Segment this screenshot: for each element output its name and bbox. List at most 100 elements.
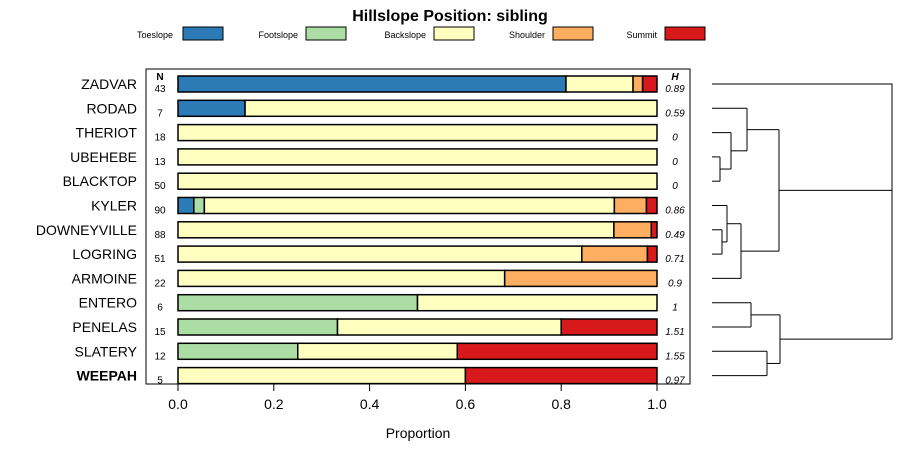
bar-row-logring (177, 245, 658, 263)
legend-label-toeslope: Toeslope (137, 30, 173, 40)
bar-segment-entero-backslope (416, 293, 658, 312)
bar-segment-slatery-summit (456, 342, 658, 361)
h-value: 0 (672, 133, 678, 144)
bar-row-rodad (177, 99, 658, 118)
h-value: 0.86 (665, 206, 685, 217)
n-header: N (156, 72, 163, 83)
bar-segment-armoine-shoulder (503, 269, 658, 288)
row-label: ENTERO (79, 295, 137, 311)
n-value: 43 (154, 84, 166, 95)
bar-segment-zadvar-shoulder (632, 75, 644, 93)
bar-segment-logring-backslope (177, 245, 583, 263)
bars (177, 75, 658, 385)
chart-title: Hillslope Position: sibling (352, 8, 548, 25)
bar-segment-theriot-backslope (177, 123, 658, 142)
x-tick-label: 0.2 (264, 396, 284, 412)
bar-segment-rodad-backslope (244, 99, 658, 118)
bar-segment-zadvar-summit (641, 75, 658, 93)
row-label: LOGRING (72, 246, 137, 262)
bar-row-armoine (177, 269, 658, 288)
legend-label-backslope: Backslope (384, 30, 426, 40)
n-value: 7 (157, 108, 163, 119)
x-axis: 0.0 0.2 0.4 0.6 0.8 1.0 (168, 384, 667, 412)
h-value: 0 (672, 157, 678, 168)
row-label: RODAD (86, 100, 137, 116)
h-header: H (671, 72, 679, 83)
n-value: 90 (154, 206, 166, 217)
h-value: 0.9 (668, 278, 682, 289)
h-value: 1.55 (665, 351, 685, 362)
bar-segment-entero-footslope (177, 293, 419, 312)
h-value: 1.51 (665, 327, 684, 338)
bar-segment-downeyville-summit (650, 221, 658, 239)
legend-swatch-footslope (305, 26, 347, 41)
bar-segment-zadvar-toeslope (177, 75, 567, 93)
bar-segment-penelas-footslope (177, 318, 339, 336)
n-value: 13 (154, 157, 166, 168)
dendrogram (712, 83, 893, 377)
x-tick-label: 0.4 (360, 396, 380, 412)
legend-label-summit: Summit (626, 30, 657, 40)
x-tick-label: 0.6 (456, 396, 476, 412)
legend-swatch-shoulder (552, 26, 594, 41)
bar-segment-logring-shoulder (581, 245, 649, 263)
bar-row-slatery (177, 342, 658, 361)
n-value: 6 (157, 303, 163, 314)
bar-segment-armoine-backslope (177, 269, 506, 288)
h-value: 0.49 (665, 230, 685, 241)
x-axis-label: Proportion (386, 425, 451, 441)
h-value: 1 (672, 303, 678, 314)
bar-segment-kyler-shoulder (613, 196, 648, 215)
legend-swatch-toeslope (182, 26, 224, 41)
row-label: UBEHEBE (70, 149, 137, 165)
legend-label-shoulder: Shoulder (509, 30, 545, 40)
row-labels: ZADVAR 43 0.89 RODAD 7 0.59 THERIOT 18 0 UBEHEBE 1… (36, 76, 685, 387)
h-value: 0 (672, 181, 678, 192)
bar-segment-logring-summit (646, 245, 658, 263)
n-value: 12 (154, 351, 166, 362)
bar-row-ubehebe (177, 148, 658, 166)
bar-segment-rodad-toeslope (177, 99, 246, 118)
x-tick-label: 1.0 (647, 396, 667, 412)
bar-row-zadvar (177, 75, 658, 93)
n-value: 22 (154, 278, 166, 289)
x-tick-label: 0.0 (168, 396, 188, 412)
bar-row-blacktop (177, 172, 658, 190)
bar-row-theriot (177, 123, 658, 142)
bar-segment-slatery-footslope (177, 342, 299, 361)
h-value: 0.89 (665, 84, 685, 95)
n-value: 88 (154, 230, 166, 241)
bar-segment-blacktop-backslope (177, 172, 658, 190)
row-label: KYLER (91, 198, 137, 214)
legend: Toeslope Footslope Backslope Shoulder Summit (137, 26, 706, 41)
row-label: PENELAS (72, 319, 137, 335)
bar-segment-kyler-toeslope (177, 196, 195, 215)
row-label: DOWNEYVILLE (36, 222, 137, 238)
n-value: 50 (154, 181, 166, 192)
bar-segment-penelas-backslope (336, 318, 562, 336)
bar-segment-downeyville-backslope (177, 221, 615, 239)
bar-segment-downeyville-shoulder (613, 221, 653, 239)
row-label: WEEPAH (77, 368, 137, 384)
h-value: 0.97 (665, 376, 685, 387)
bar-row-entero (177, 293, 658, 312)
n-value: 18 (154, 133, 166, 144)
n-value: 51 (154, 254, 166, 265)
bar-row-weepah (177, 366, 658, 385)
bar-row-kyler (177, 196, 658, 215)
row-label: SLATERY (74, 343, 137, 359)
row-label: THERIOT (76, 125, 138, 141)
bar-segment-kyler-backslope (203, 196, 616, 215)
legend-label-footslope: Footslope (258, 30, 298, 40)
row-label: ZADVAR (81, 76, 137, 92)
bar-segment-weepah-summit (464, 366, 658, 385)
legend-swatch-summit (664, 26, 706, 41)
h-value: 0.59 (665, 108, 685, 119)
bar-segment-ubehebe-backslope (177, 148, 658, 166)
row-label: ARMOINE (72, 270, 137, 286)
bar-segment-slatery-backslope (297, 342, 459, 361)
dendrogram-branch (712, 83, 893, 265)
bar-segment-penelas-summit (560, 318, 658, 336)
legend-swatch-backslope (433, 26, 475, 41)
